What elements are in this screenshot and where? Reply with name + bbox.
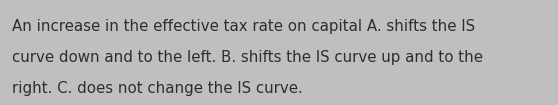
Text: right. C. does not change the IS curve.: right. C. does not change the IS curve.: [12, 81, 303, 96]
Text: curve down and to the left. B. shifts the IS curve up and to the: curve down and to the left. B. shifts th…: [12, 50, 483, 65]
Text: An increase in the effective tax rate on capital A. shifts the IS: An increase in the effective tax rate on…: [12, 19, 475, 34]
